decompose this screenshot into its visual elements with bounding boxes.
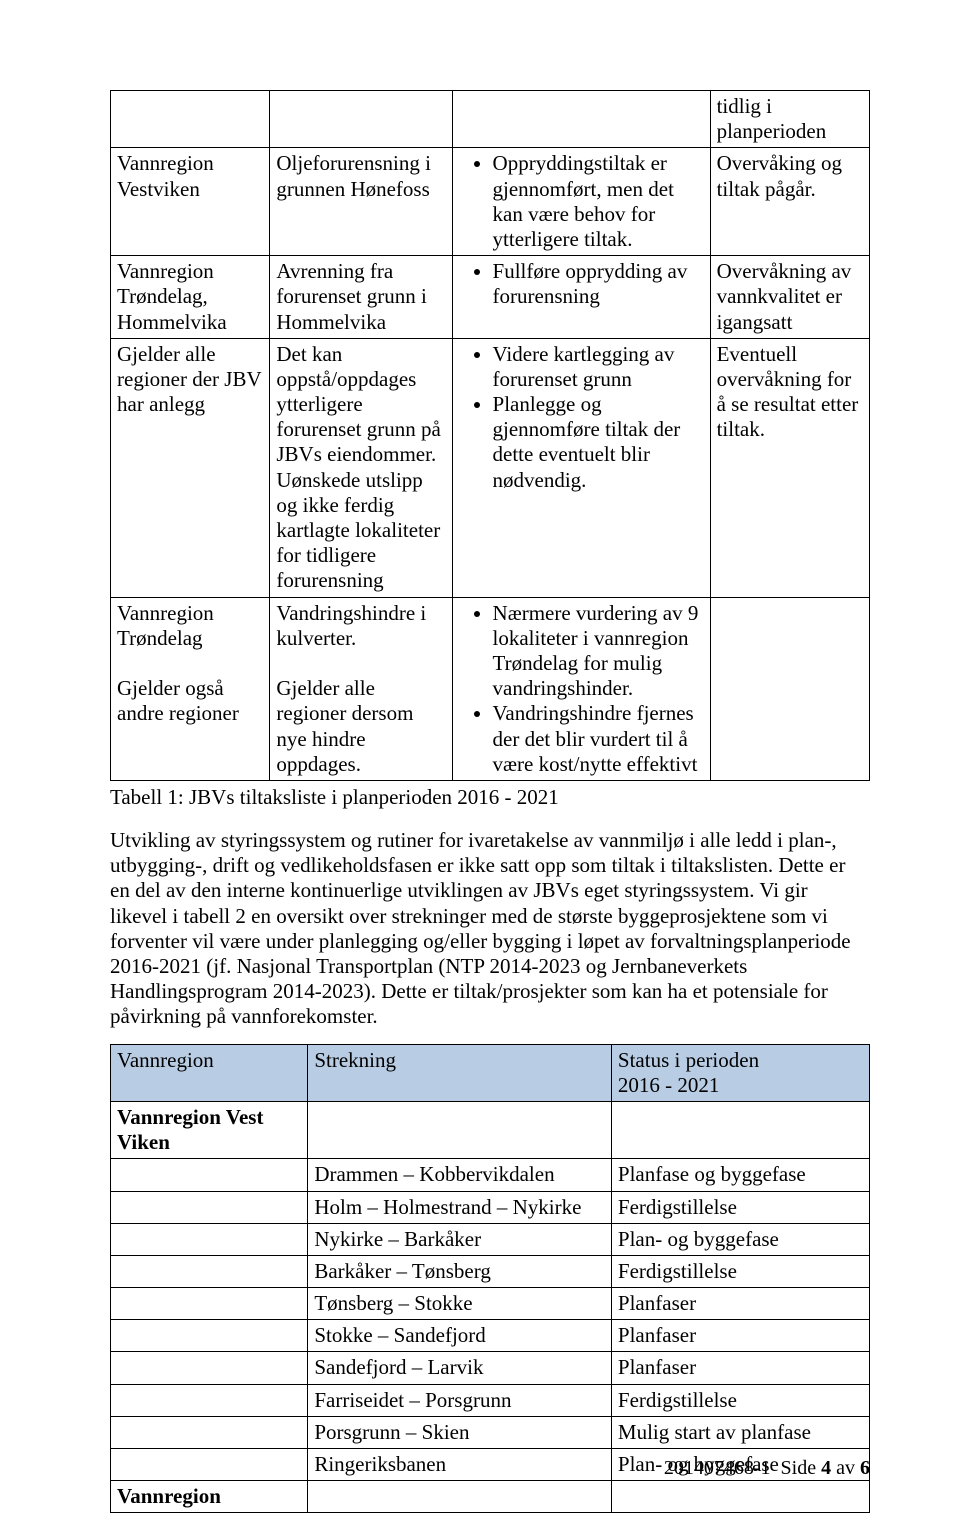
page-footer: 201407468-1 Side 4 av 6 — [664, 1456, 870, 1480]
col-strekning — [308, 1101, 612, 1158]
col-status: Planfaser — [611, 1288, 869, 1320]
table-row: Nykirke – BarkåkerPlan- og byggefase — [111, 1223, 870, 1255]
page-total: 6 — [860, 1457, 870, 1479]
table-row: Vannregion Vest Viken — [111, 1101, 870, 1158]
col-bullets: Videre kartlegging av forurenset grunnPl… — [452, 338, 710, 597]
col-strekning: Stokke – Sandefjord — [308, 1320, 612, 1352]
col-status: Overvåking og tiltak pågår. — [710, 148, 869, 256]
col-strekning: Drammen – Kobbervikdalen — [308, 1159, 612, 1191]
col-vannregion — [111, 1159, 308, 1191]
table-row: Barkåker – TønsbergFerdigstillelse — [111, 1255, 870, 1287]
av-label: av — [836, 1457, 855, 1479]
table1-caption: Tabell 1: JBVs tiltaksliste i planperiod… — [110, 785, 870, 810]
col-strekning: Barkåker – Tønsberg — [308, 1255, 612, 1287]
list-item: Videre kartlegging av forurenset grunn — [493, 342, 704, 392]
col-status: Overvåkning av vannkvalitet er igangsatt — [710, 256, 869, 339]
col-vannregion — [111, 1416, 308, 1448]
col-vannregion — [111, 1384, 308, 1416]
table-row: Vannregion Trøndelag Gjelder også andre … — [111, 597, 870, 780]
col-vannregion — [111, 1255, 308, 1287]
col-status — [710, 597, 869, 780]
col-vannregion — [111, 1320, 308, 1352]
table-row: Vannregion VestvikenOljeforurensning i g… — [111, 148, 870, 256]
col-strekning: Tønsberg – Stokke — [308, 1288, 612, 1320]
col-status: Planfaser — [611, 1352, 869, 1384]
col-strekning: Porsgrunn – Skien — [308, 1416, 612, 1448]
table-row: Sandefjord – LarvikPlanfaser — [111, 1352, 870, 1384]
doc-id: 201407468-1 — [664, 1457, 771, 1479]
col-vannregion — [111, 1288, 308, 1320]
col-vannregion — [111, 1449, 308, 1481]
col-bullets — [452, 91, 710, 148]
side-label: Side — [781, 1457, 817, 1479]
col-status: Planfase og byggefase — [611, 1159, 869, 1191]
col-desc: Avrenning fra forurenset grunn i Hommelv… — [270, 256, 452, 339]
col-desc — [270, 91, 452, 148]
tiltaksliste-table: tidlig i planperiodenVannregion Vestvike… — [110, 90, 870, 781]
table-row: Porsgrunn – SkienMulig start av planfase — [111, 1416, 870, 1448]
table-row: tidlig i planperioden — [111, 91, 870, 148]
table-header: Vannregion — [111, 1044, 308, 1101]
col-bullets: Nærmere vurdering av 9 lokaliteter i van… — [452, 597, 710, 780]
col-status: tidlig i planperioden — [710, 91, 869, 148]
col-strekning: Holm – Holmestrand – Nykirke — [308, 1191, 612, 1223]
list-item: Fullføre opprydding av forurensning — [493, 259, 704, 309]
col-desc: Vandringshindre i kulverter. Gjelder all… — [270, 597, 452, 780]
col-desc: Oljeforurensning i grunnen Hønefoss — [270, 148, 452, 256]
table-row: Vannregion Trøndelag, HommelvikaAvrennin… — [111, 256, 870, 339]
col-status: Planfaser — [611, 1320, 869, 1352]
col-region: Gjelder alle regioner der JBV har anlegg — [111, 338, 270, 597]
col-strekning: Sandefjord – Larvik — [308, 1352, 612, 1384]
table-header-row: VannregionStrekningStatus i perioden2016… — [111, 1044, 870, 1101]
col-status: Plan- og byggefase — [611, 1223, 869, 1255]
col-bullets: Fullføre opprydding av forurensning — [452, 256, 710, 339]
col-bullets: Oppryddingstiltak er gjennomført, men de… — [452, 148, 710, 256]
list-item: Nærmere vurdering av 9 lokaliteter i van… — [493, 601, 704, 702]
col-status: Mulig start av planfase — [611, 1416, 869, 1448]
list-item: Planlegge og gjennomføre tiltak der dett… — [493, 392, 704, 493]
body-paragraph: Utvikling av styringssystem og rutiner f… — [110, 828, 870, 1030]
col-desc: Det kan oppstå/oppdages ytterligere foru… — [270, 338, 452, 597]
list-item: Vandringshindre fjernes der det blir vur… — [493, 701, 704, 777]
col-region: Vannregion Vestviken — [111, 148, 270, 256]
col-status: Ferdigstillelse — [611, 1384, 869, 1416]
col-vannregion — [111, 1352, 308, 1384]
col-vannregion: Vannregion Vest Viken — [111, 1101, 308, 1158]
page-current: 4 — [821, 1457, 831, 1479]
col-strekning — [308, 1481, 612, 1513]
col-strekning: Nykirke – Barkåker — [308, 1223, 612, 1255]
list-item: Oppryddingstiltak er gjennomført, men de… — [493, 151, 704, 252]
col-vannregion — [111, 1191, 308, 1223]
col-status: Eventuell overvåkning for å se resultat … — [710, 338, 869, 597]
table-row: Gjelder alle regioner der JBV har anlegg… — [111, 338, 870, 597]
table-row: Holm – Holmestrand – NykirkeFerdigstille… — [111, 1191, 870, 1223]
col-region: Vannregion Trøndelag Gjelder også andre … — [111, 597, 270, 780]
table-row: Farriseidet – PorsgrunnFerdigstillelse — [111, 1384, 870, 1416]
col-vannregion: Vannregion — [111, 1481, 308, 1513]
col-region: Vannregion Trøndelag, Hommelvika — [111, 256, 270, 339]
table-header: Status i perioden2016 - 2021 — [611, 1044, 869, 1101]
table-row: Tønsberg – StokkePlanfaser — [111, 1288, 870, 1320]
table-row: Stokke – SandefjordPlanfaser — [111, 1320, 870, 1352]
col-strekning: Farriseidet – Porsgrunn — [308, 1384, 612, 1416]
table-header: Strekning — [308, 1044, 612, 1101]
col-strekning: Ringeriksbanen — [308, 1449, 612, 1481]
table-row: Vannregion — [111, 1481, 870, 1513]
table-row: Drammen – KobbervikdalenPlanfase og bygg… — [111, 1159, 870, 1191]
col-status — [611, 1481, 869, 1513]
col-status: Ferdigstillelse — [611, 1255, 869, 1287]
col-status: Ferdigstillelse — [611, 1191, 869, 1223]
col-vannregion — [111, 1223, 308, 1255]
col-region — [111, 91, 270, 148]
col-status — [611, 1101, 869, 1158]
strekninger-table: VannregionStrekningStatus i perioden2016… — [110, 1044, 870, 1514]
